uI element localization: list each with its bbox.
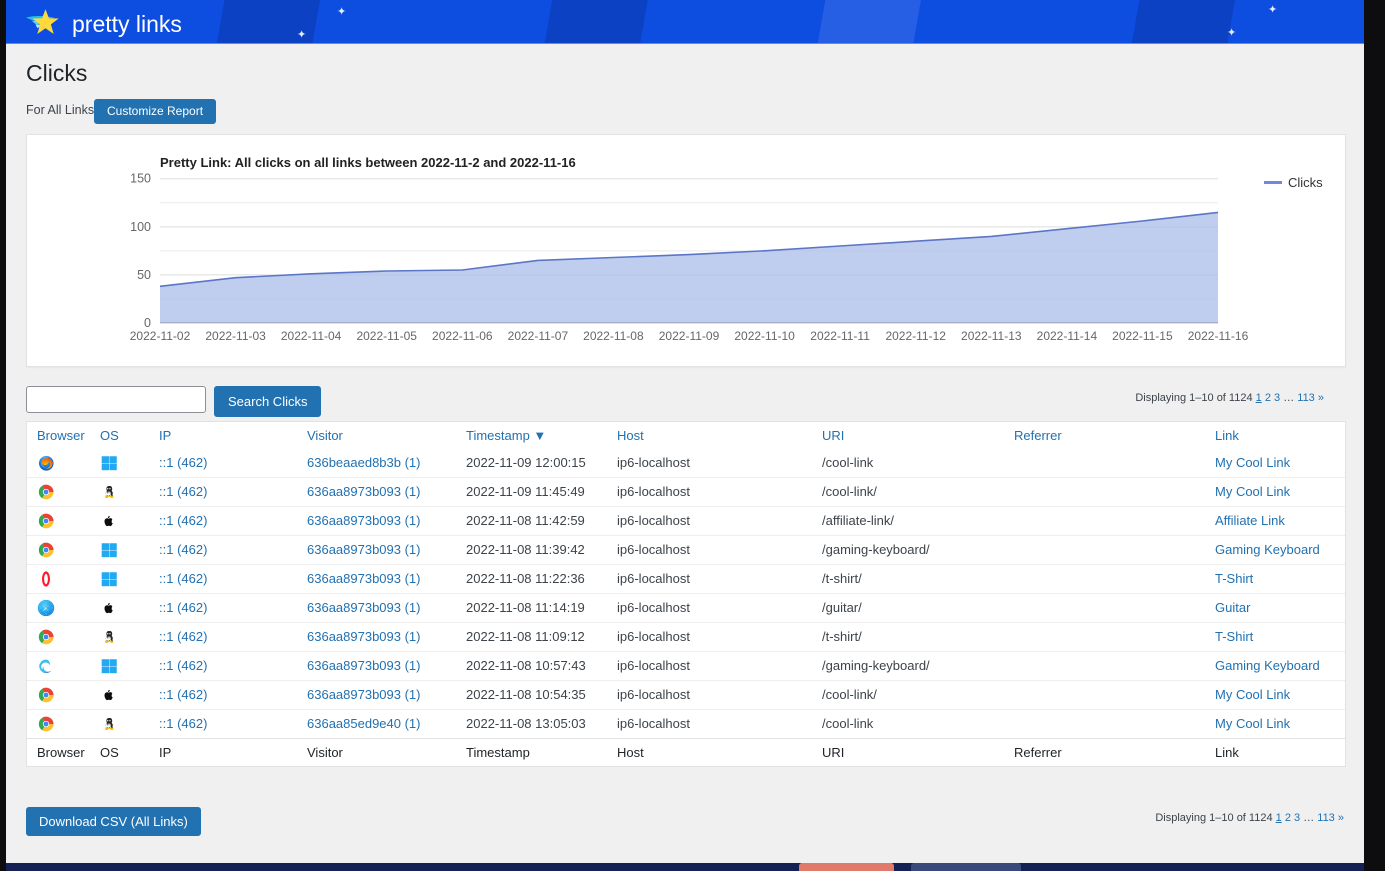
svg-text:2022-11-04: 2022-11-04 — [281, 329, 342, 343]
svg-text:2022-11-10: 2022-11-10 — [734, 329, 795, 343]
svg-text:2022-11-08: 2022-11-08 — [583, 329, 644, 343]
svg-text:2022-11-12: 2022-11-12 — [885, 329, 946, 343]
svg-text:2022-11-15: 2022-11-15 — [1112, 329, 1173, 343]
svg-text:2022-11-02: 2022-11-02 — [130, 329, 191, 343]
svg-text:2022-11-13: 2022-11-13 — [961, 329, 1022, 343]
svg-text:2022-11-07: 2022-11-07 — [508, 329, 569, 343]
svg-text:2022-11-11: 2022-11-11 — [810, 329, 870, 343]
svg-text:50: 50 — [137, 268, 151, 282]
svg-text:2022-11-14: 2022-11-14 — [1037, 329, 1098, 343]
svg-text:0: 0 — [144, 316, 151, 330]
svg-text:100: 100 — [130, 220, 151, 234]
svg-text:2022-11-06: 2022-11-06 — [432, 329, 493, 343]
svg-text:2022-11-16: 2022-11-16 — [1188, 329, 1249, 343]
svg-text:2022-11-03: 2022-11-03 — [205, 329, 266, 343]
svg-text:2022-11-09: 2022-11-09 — [659, 329, 720, 343]
svg-text:150: 150 — [130, 172, 151, 186]
svg-text:2022-11-05: 2022-11-05 — [356, 329, 417, 343]
